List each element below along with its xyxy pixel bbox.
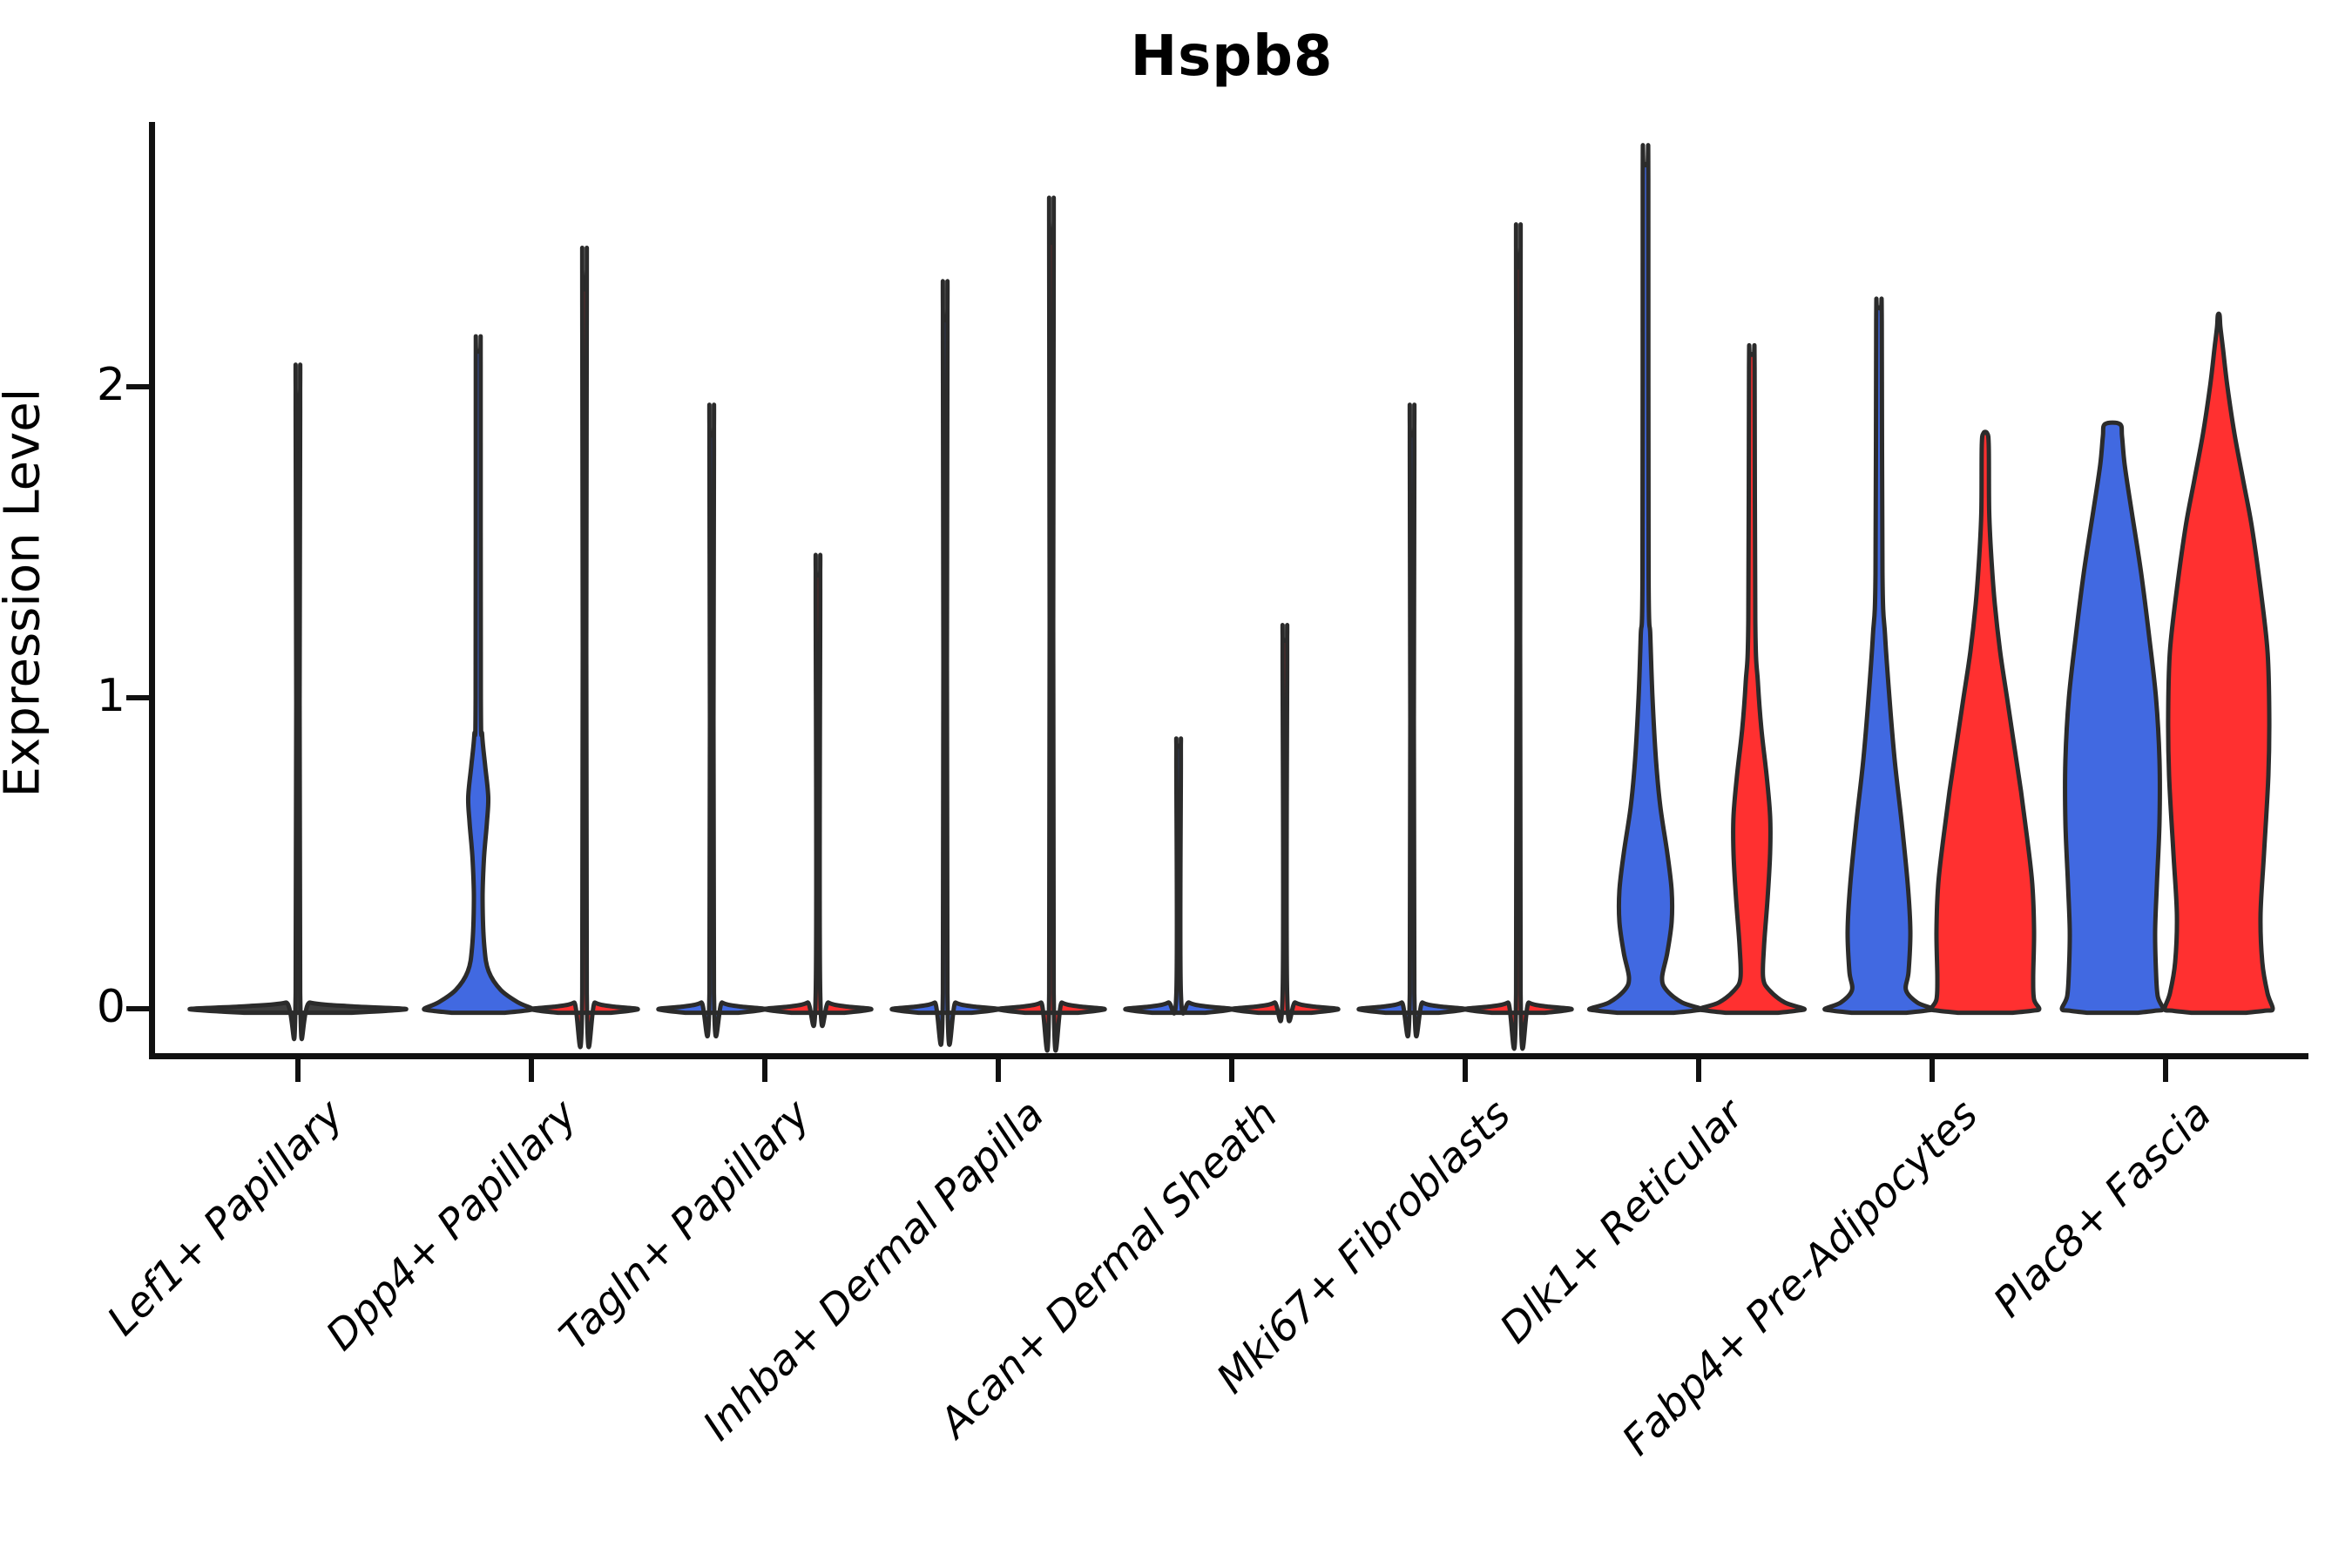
violin-plac8-red <box>2162 311 2275 1016</box>
violin-tagln-red <box>762 552 874 1029</box>
violin-mki67-blue <box>1356 402 1468 1038</box>
y-tick-mark-2 <box>126 384 149 389</box>
violin-inhba-blue <box>889 279 1001 1047</box>
violin-mki67-red <box>1463 222 1574 1051</box>
x-tick-mark-5 <box>1463 1059 1468 1082</box>
chart-title: Hspb8 <box>1130 24 1334 89</box>
violin-dlk1-red <box>1696 342 1808 1016</box>
x-tick-mark-3 <box>996 1059 1001 1082</box>
violin-tagln-blue <box>656 402 767 1038</box>
x-tick-mark-6 <box>1696 1059 1701 1082</box>
y-tick-label-0: 0 <box>96 981 125 1033</box>
x-tick-mark-0 <box>295 1059 301 1082</box>
violin-fabp4-blue <box>1822 296 1936 1016</box>
y-tick-label-2: 2 <box>96 359 125 411</box>
y-axis-spine <box>149 122 155 1059</box>
x-tick-mark-2 <box>762 1059 767 1082</box>
y-tick-mark-1 <box>126 695 149 700</box>
x-tick-mark-1 <box>529 1059 534 1082</box>
violin-dpp4-blue <box>422 334 535 1016</box>
violin-acan-blue <box>1123 736 1234 1016</box>
y-tick-label-1: 1 <box>96 670 125 722</box>
x-tick-mark-7 <box>1930 1059 1935 1082</box>
violin-inhba-red <box>996 195 1107 1053</box>
x-tick-mark-8 <box>2163 1059 2168 1082</box>
violin-lef1-single <box>187 362 409 1042</box>
x-tick-mark-4 <box>1229 1059 1234 1082</box>
violin-fabp4-red <box>1929 429 2042 1016</box>
violin-plac8-blue <box>2059 420 2166 1016</box>
violin-acan-red <box>1229 623 1341 1024</box>
y-tick-mark-0 <box>126 1006 149 1011</box>
x-axis-spine <box>149 1053 2308 1059</box>
violin-dpp4-red <box>529 245 640 1050</box>
violin-dlk1-blue <box>1586 143 1705 1016</box>
